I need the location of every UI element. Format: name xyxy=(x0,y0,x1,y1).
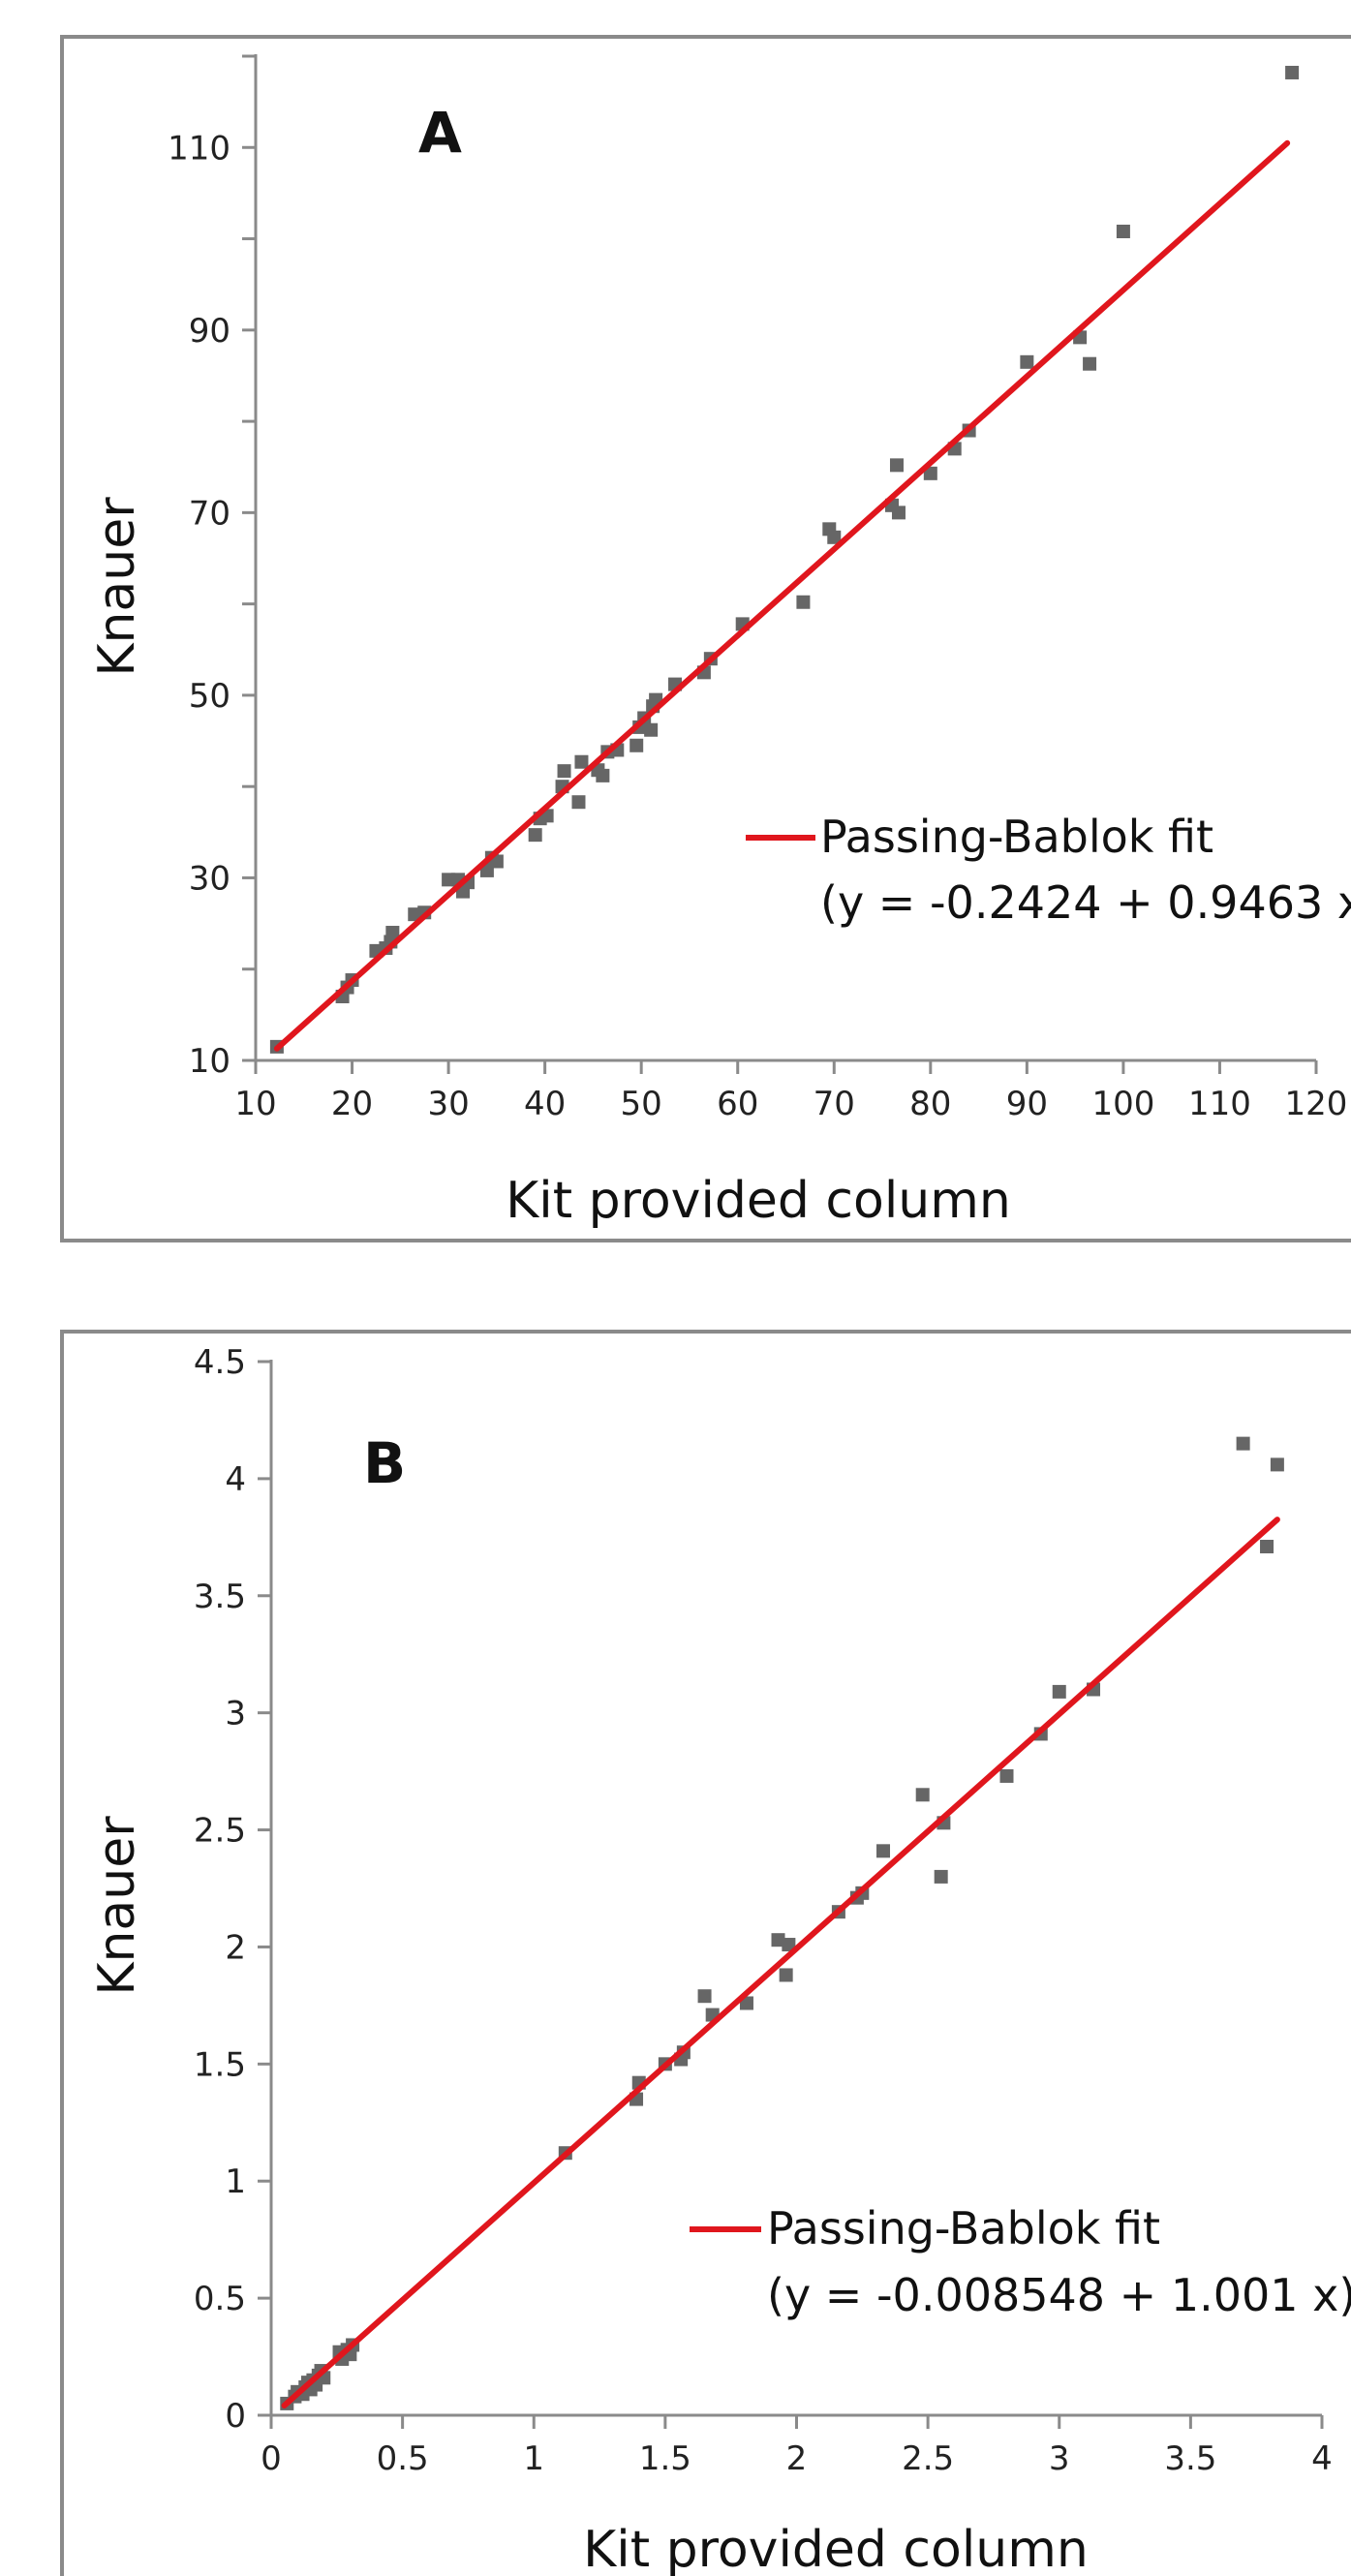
panel-a-x-tick-label: 30 xyxy=(427,1085,469,1123)
panel-b-x-tick-label: 2 xyxy=(786,2439,808,2478)
panel-a-x-tick-label: 40 xyxy=(524,1085,566,1123)
panel-a-frame xyxy=(60,35,1351,1242)
panel-a-data-point xyxy=(889,458,904,473)
panel-b-y-tick-label: 4.5 xyxy=(194,1343,246,1382)
panel-b-regression-line xyxy=(281,1517,1280,2408)
panel-b-y-axis-title: Knauer xyxy=(88,1816,146,1996)
panel-a-y-axis-title: Knauer xyxy=(88,497,146,677)
panel-b-y-tick-label: 2.5 xyxy=(194,1812,246,1851)
panel-b-x-tick-label: 3.5 xyxy=(1164,2439,1216,2478)
panel-b-y-tick-label: 2 xyxy=(225,1928,246,1967)
panel-a-data-point xyxy=(1020,354,1034,369)
panel-a-data-point xyxy=(571,795,586,810)
panel-a-data-point xyxy=(1116,225,1130,239)
panel-a-x-tick-label: 20 xyxy=(331,1085,373,1123)
panel-a-x-tick-label: 100 xyxy=(1091,1085,1154,1123)
panel-a-letter: A xyxy=(418,100,462,166)
panel-a-chart: 10 20 30 40 50 60 70 80 90 100 110 120 10 30 50 70 90 110… xyxy=(60,35,1351,1242)
panel-a-axes: 10 20 30 40 50 60 70 80 90 100 110 120 10 30 50 70 90 110 xyxy=(168,54,1347,1123)
panel-a-data-point xyxy=(1083,356,1097,371)
panel-a-x-tick-label: 50 xyxy=(621,1085,662,1123)
panel-a-data-point xyxy=(629,738,644,752)
panel-b-x-tick-label: 1.5 xyxy=(639,2439,691,2478)
panel-b-y-tick-label: 1 xyxy=(225,2162,246,2201)
panel-b-data-point xyxy=(1236,1436,1250,1451)
panel-a-legend-equation: (y = -0.2424 + 0.9463 x) xyxy=(820,876,1351,929)
panel-b-x-tick-label: 1 xyxy=(523,2439,544,2478)
panel-a-legend-label: Passing-Bablok fit xyxy=(820,811,1213,863)
panel-a-y-tick-label: 10 xyxy=(189,1042,230,1081)
panel-a-x-tick-label: 110 xyxy=(1188,1085,1251,1123)
panel-b-data-point xyxy=(782,1938,796,1952)
panel-b-data-point xyxy=(934,1869,948,1884)
panel-a-x-tick-label: 80 xyxy=(909,1085,951,1123)
panel-a-y-tick-label: 30 xyxy=(189,859,230,898)
panel-b-y-tick-label: 1.5 xyxy=(194,2045,246,2084)
panel-b-data-point xyxy=(1270,1457,1284,1472)
panel-b-y-tick-label: 3.5 xyxy=(194,1578,246,1616)
panel-a-y-tick-label: 70 xyxy=(189,494,230,533)
panel-b-frame xyxy=(60,1330,1351,2576)
panel-a-fit-line xyxy=(273,139,1291,1052)
panel-b-x-tick-label: 4 xyxy=(1311,2439,1333,2478)
panel-a-y-tick-label: 50 xyxy=(189,677,230,716)
panel-b-data-point xyxy=(999,1768,1014,1783)
panel-b-x-tick-label: 0 xyxy=(261,2439,282,2478)
panel-b-letter: B xyxy=(363,1430,406,1496)
panel-b-axes: 0 0.5 1 1.5 2 2.5 3 3.5 4 0 0.5 1 1.5 2 2.5 3 3.5 4 4.5 xyxy=(194,1343,1333,2478)
panel-b-y-tick-label: 0.5 xyxy=(194,2280,246,2318)
panel-b-data-point xyxy=(1052,1684,1066,1699)
panel-a-x-axis-title: Kit provided column xyxy=(506,1172,1011,1230)
panel-b-x-tick-label: 3 xyxy=(1049,2439,1070,2478)
panel-b-x-tick-label: 0.5 xyxy=(377,2439,429,2478)
panel-b-y-tick-label: 3 xyxy=(225,1695,246,1733)
panel-a-x-tick-label: 70 xyxy=(814,1085,855,1123)
panel-a-data-point xyxy=(1285,65,1300,79)
panel-a-data-point xyxy=(923,466,937,480)
panel-a-data-point xyxy=(827,530,842,544)
panel-b-chart: 0 0.5 1 1.5 2 2.5 3 3.5 400.511.522.533.544.5 B … xyxy=(60,1330,1351,2576)
panel-b-data-point xyxy=(697,1989,712,2004)
panel-a-x-tick-label: 60 xyxy=(717,1085,758,1123)
panel-a-y-tick-label: 110 xyxy=(168,129,230,168)
panel-b-y-tick-label: 0 xyxy=(225,2397,246,2436)
panel-a-regression-line xyxy=(273,139,1291,1052)
panel-b-legend-equation: (y = -0.008548 + 1.001 x) xyxy=(767,2269,1351,2321)
panel-b-data-point xyxy=(876,1844,891,1858)
panel-b-x-tick-label: 2.5 xyxy=(902,2439,954,2478)
panel-b-data-point xyxy=(1260,1540,1274,1554)
panel-b-x-axis-title: Kit provided column xyxy=(583,2521,1089,2576)
panel-b-data-point xyxy=(915,1788,930,1802)
panel-a-data-point xyxy=(528,828,542,843)
panel-a-x-tick-label: 120 xyxy=(1285,1085,1348,1123)
panel-a-data-point xyxy=(557,764,571,779)
panel-a-y-tick-label: 90 xyxy=(189,312,230,351)
panel-a-x-tick-label: 90 xyxy=(1006,1085,1048,1123)
panel-b-data-point xyxy=(779,1968,793,1982)
panel-b-data-point xyxy=(771,1933,785,1947)
panel-a-data-point xyxy=(596,768,610,782)
panel-b-y-tick-label: 4 xyxy=(225,1460,246,1499)
panel-b-legend-label: Passing-Bablok fit xyxy=(767,2202,1160,2254)
panel-a-data-point xyxy=(385,926,400,940)
panel-b-fit-line xyxy=(281,1517,1280,2408)
panel-a-data-point xyxy=(796,595,811,609)
panel-a-x-tick-label: 10 xyxy=(234,1085,276,1123)
panel-a-data-point xyxy=(574,754,589,769)
panel-a-data-point xyxy=(891,506,906,520)
panel-a-data-point xyxy=(644,722,659,737)
